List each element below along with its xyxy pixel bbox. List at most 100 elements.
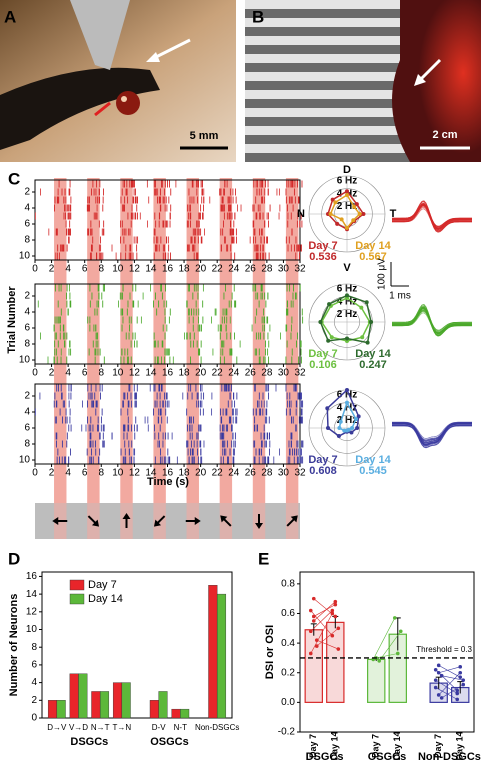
x-tick-label: 4 — [65, 368, 71, 379]
x-tick-label: 12 — [129, 368, 141, 379]
waveform-texture — [392, 306, 472, 337]
x-tick-label: 8 — [98, 368, 104, 379]
arrow-head — [153, 519, 162, 527]
photo-b: 2 cm — [245, 0, 481, 162]
bar — [149, 700, 159, 719]
waveform-texture — [392, 307, 472, 334]
stimulus-window — [153, 178, 166, 503]
y-tick-label: 2 — [31, 695, 37, 706]
scale-label: 2 cm — [432, 129, 457, 141]
waveform-texture — [392, 200, 472, 230]
polar-point — [318, 320, 323, 324]
paired-line — [313, 601, 336, 622]
group-label: DSGCs — [70, 736, 108, 748]
x-tick-label: 32 — [294, 368, 306, 379]
polar-point — [354, 202, 359, 207]
paired-line — [438, 665, 461, 678]
group-label: OSGCs — [368, 751, 407, 763]
y-tick-label: 10 — [19, 455, 31, 466]
bar — [158, 691, 168, 719]
waveform-texture — [392, 306, 472, 337]
stimulus-window — [285, 178, 299, 503]
x-tick-label: 30 — [278, 264, 290, 275]
x-tick-label: 0 — [32, 368, 38, 379]
bar — [78, 673, 88, 719]
arrow-head — [122, 513, 131, 519]
y-tick-label: 10 — [19, 251, 31, 262]
polar-point — [339, 217, 344, 222]
y-tick-label: 4 — [24, 203, 30, 214]
y-tick-label: 6 — [24, 423, 30, 434]
threshold-label: Threshold = 0.3 — [416, 645, 472, 654]
y-tick-label: 2 — [24, 391, 30, 402]
panel-label: C — [8, 169, 20, 188]
x-tick-label: 26 — [245, 264, 257, 275]
direction-arrow — [220, 515, 232, 527]
paired-line — [316, 628, 339, 647]
point — [461, 682, 466, 687]
point — [311, 614, 316, 619]
polar-point — [326, 338, 331, 343]
waveform-texture — [392, 307, 472, 337]
waveform-texture — [392, 423, 472, 441]
point — [336, 647, 341, 651]
x-tick-label: 20 — [195, 368, 207, 379]
waveform-texture — [392, 421, 472, 444]
x-tick-label: T→N — [112, 723, 131, 732]
x-tick-label: 10 — [112, 368, 124, 379]
panel-label: E — [258, 549, 269, 568]
waveform-texture — [392, 308, 472, 335]
point — [455, 688, 460, 693]
waveform-texture — [392, 201, 472, 231]
paired-line — [441, 675, 464, 681]
polar-point — [352, 204, 357, 209]
polar-point — [365, 340, 370, 345]
point — [333, 599, 338, 604]
direction-arrow — [52, 517, 68, 525]
point — [458, 670, 463, 675]
index-label: 0.536 — [309, 251, 337, 263]
x-tick-label: 0 — [32, 468, 38, 479]
polar-point — [342, 428, 347, 433]
bar — [91, 691, 101, 719]
waveform-texture — [392, 304, 472, 334]
y-tick-label: 0.6 — [281, 608, 295, 619]
x-tick-label: 6 — [82, 468, 88, 479]
paired-line — [372, 617, 396, 660]
paired-line — [310, 610, 333, 632]
point — [433, 685, 438, 690]
y-tick-label: 12 — [26, 606, 38, 617]
direction-label: T — [390, 208, 397, 220]
x-tick-label: 10 — [112, 264, 124, 275]
polar-point — [337, 426, 342, 430]
bar — [99, 691, 110, 719]
waveform-texture — [392, 306, 472, 335]
polar-point — [345, 189, 349, 194]
y-axis-label: Trial Number — [6, 286, 18, 354]
y-tick-label: 0.0 — [281, 697, 295, 708]
x-tick-label: 12 — [129, 468, 141, 479]
photo-a: 5 mm — [0, 0, 236, 162]
point — [455, 691, 460, 696]
polar-point — [364, 300, 369, 305]
y-tick-label: 8 — [31, 642, 37, 653]
series-label: Day 14 — [355, 240, 391, 252]
polar-point — [353, 417, 358, 422]
series-label: Day 7 — [308, 348, 337, 360]
legend-label: Day 14 — [88, 593, 123, 605]
direction-label: D — [343, 164, 351, 176]
direction-arrow — [153, 515, 166, 527]
polar-point — [345, 225, 349, 230]
paired-line — [310, 613, 333, 654]
panel-label: A — [4, 7, 16, 26]
x-tick-label: 4 — [65, 468, 71, 479]
bar — [326, 621, 345, 703]
paired-line — [376, 653, 398, 659]
waveform-texture — [392, 422, 472, 446]
bar — [367, 658, 386, 703]
polar-point — [361, 212, 366, 216]
point — [461, 678, 466, 682]
point — [436, 693, 441, 697]
series-label: Day 7 — [308, 454, 337, 466]
